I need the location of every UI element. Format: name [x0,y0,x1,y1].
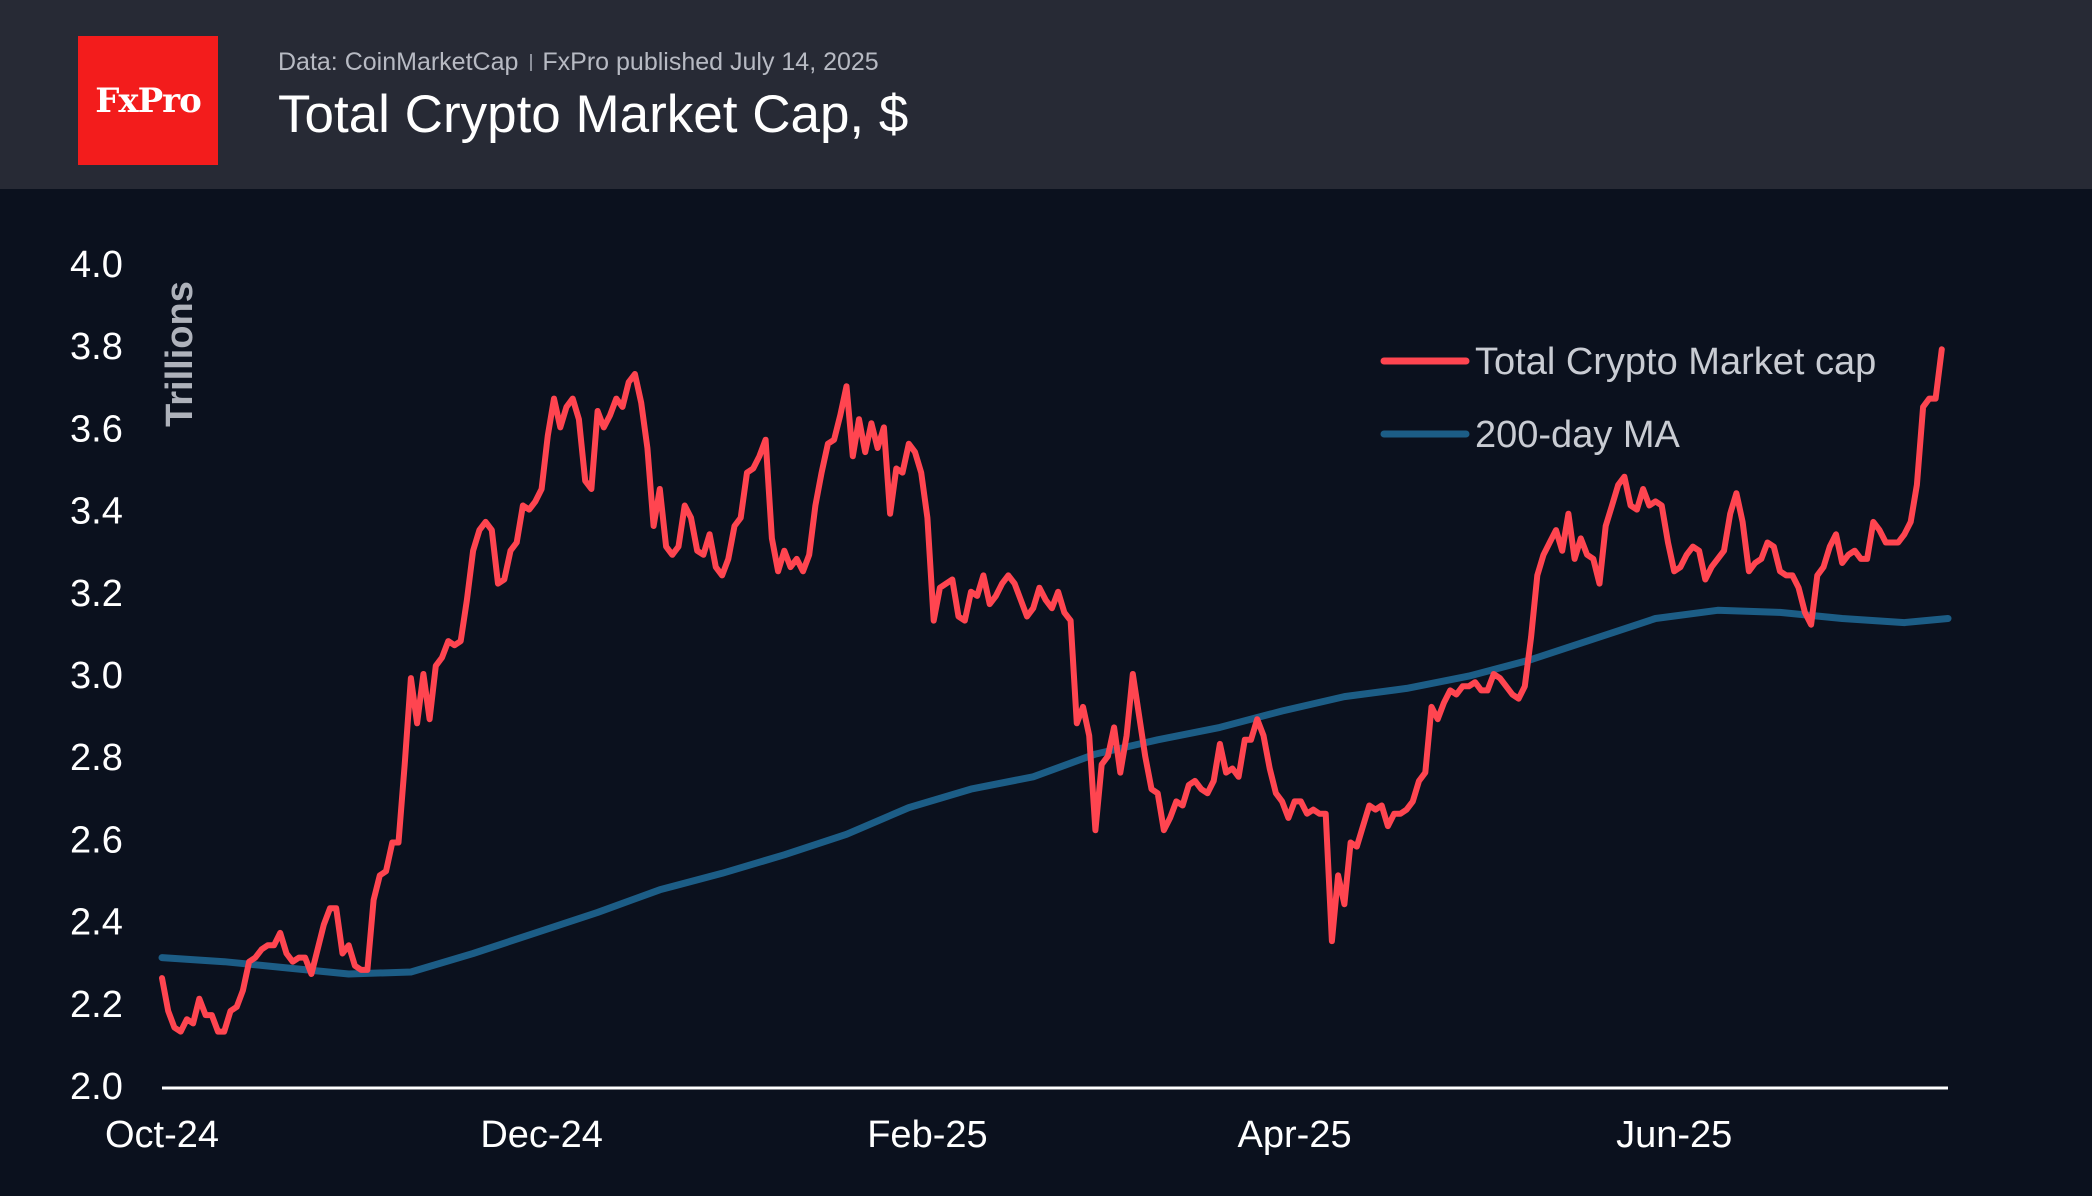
y-tick-label: 2.4 [70,902,123,944]
logo-text: FxPro [95,80,202,121]
header-bar: FxPro Data: CoinMarketCap FxPro published… [0,0,2092,189]
y-tick-label: 2.2 [70,984,123,1026]
y-tick-label: 2.8 [70,737,123,779]
y-tick-label: 3.0 [70,655,123,697]
y-axis-ticks: 2.0 2.2 2.4 2.6 2.8 3.0 3.2 3.4 3.6 3.8 4.0 [70,244,123,1108]
x-tick-label: Dec-24 [480,1114,603,1156]
legend-label-market-cap: Total Crypto Market cap [1475,341,1876,383]
market-cap-line [159,346,1945,1035]
y-tick-label: 2.6 [70,819,123,861]
legend: Total Crypto Market cap 200-day MA [1380,341,1876,456]
y-tick-label: 3.2 [70,573,123,615]
fxpro-logo: FxPro [78,36,218,165]
series-group [158,346,1952,1035]
legend-label-ma200: 200-day MA [1475,414,1681,456]
y-tick-label: 3.4 [70,491,123,533]
data-source: Data: CoinMarketCap [278,48,519,76]
x-tick-label: Feb-25 [867,1114,987,1156]
y-tick-label: 2.0 [70,1066,123,1108]
x-tick-label: Apr-25 [1238,1114,1352,1156]
y-tick-label: 3.6 [70,408,123,450]
chart-subtitle: Data: CoinMarketCap FxPro published July … [278,48,879,77]
y-axis-label: Trillions [159,281,201,427]
chart-title: Total Crypto Market Cap, $ [278,85,909,144]
y-tick-label: 3.8 [70,326,123,368]
y-tick-label: 4.0 [70,244,123,286]
x-tick-label: Jun-25 [1616,1114,1732,1156]
x-tick-label: Oct-24 [105,1114,219,1156]
subtitle-separator [530,54,533,71]
ma200-line [158,606,1952,978]
x-axis-ticks: Oct-24 Dec-24 Feb-25 Apr-25 Jun-25 [105,1114,1732,1156]
published-date: FxPro published July 14, 2025 [542,48,879,76]
